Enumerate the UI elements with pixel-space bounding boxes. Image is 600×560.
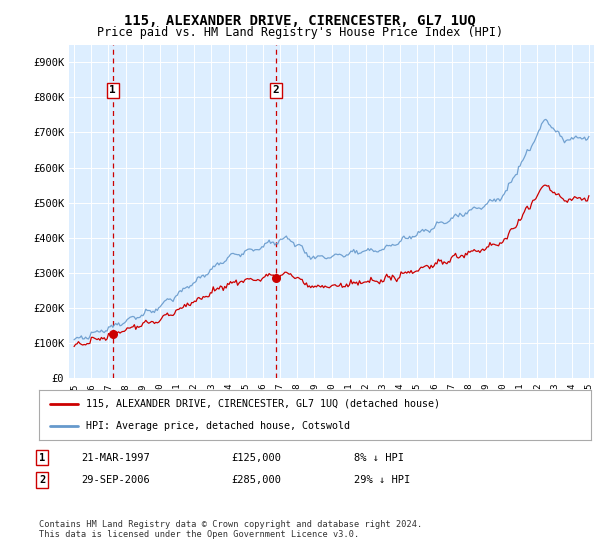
Text: £125,000: £125,000 bbox=[231, 452, 281, 463]
Text: Contains HM Land Registry data © Crown copyright and database right 2024.
This d: Contains HM Land Registry data © Crown c… bbox=[39, 520, 422, 539]
Text: 21-MAR-1997: 21-MAR-1997 bbox=[81, 452, 150, 463]
Text: 8% ↓ HPI: 8% ↓ HPI bbox=[354, 452, 404, 463]
Text: £285,000: £285,000 bbox=[231, 475, 281, 485]
Text: Price paid vs. HM Land Registry's House Price Index (HPI): Price paid vs. HM Land Registry's House … bbox=[97, 26, 503, 39]
Text: 29% ↓ HPI: 29% ↓ HPI bbox=[354, 475, 410, 485]
Point bbox=[108, 330, 118, 339]
Text: 2: 2 bbox=[39, 475, 45, 485]
Text: 115, ALEXANDER DRIVE, CIRENCESTER, GL7 1UQ (detached house): 115, ALEXANDER DRIVE, CIRENCESTER, GL7 1… bbox=[86, 399, 440, 409]
Text: HPI: Average price, detached house, Cotswold: HPI: Average price, detached house, Cots… bbox=[86, 421, 350, 431]
Text: 2: 2 bbox=[272, 85, 279, 95]
Text: 1: 1 bbox=[39, 452, 45, 463]
Text: 115, ALEXANDER DRIVE, CIRENCESTER, GL7 1UQ: 115, ALEXANDER DRIVE, CIRENCESTER, GL7 1… bbox=[124, 14, 476, 28]
Text: 1: 1 bbox=[109, 85, 116, 95]
Point bbox=[271, 274, 281, 283]
Text: 29-SEP-2006: 29-SEP-2006 bbox=[81, 475, 150, 485]
